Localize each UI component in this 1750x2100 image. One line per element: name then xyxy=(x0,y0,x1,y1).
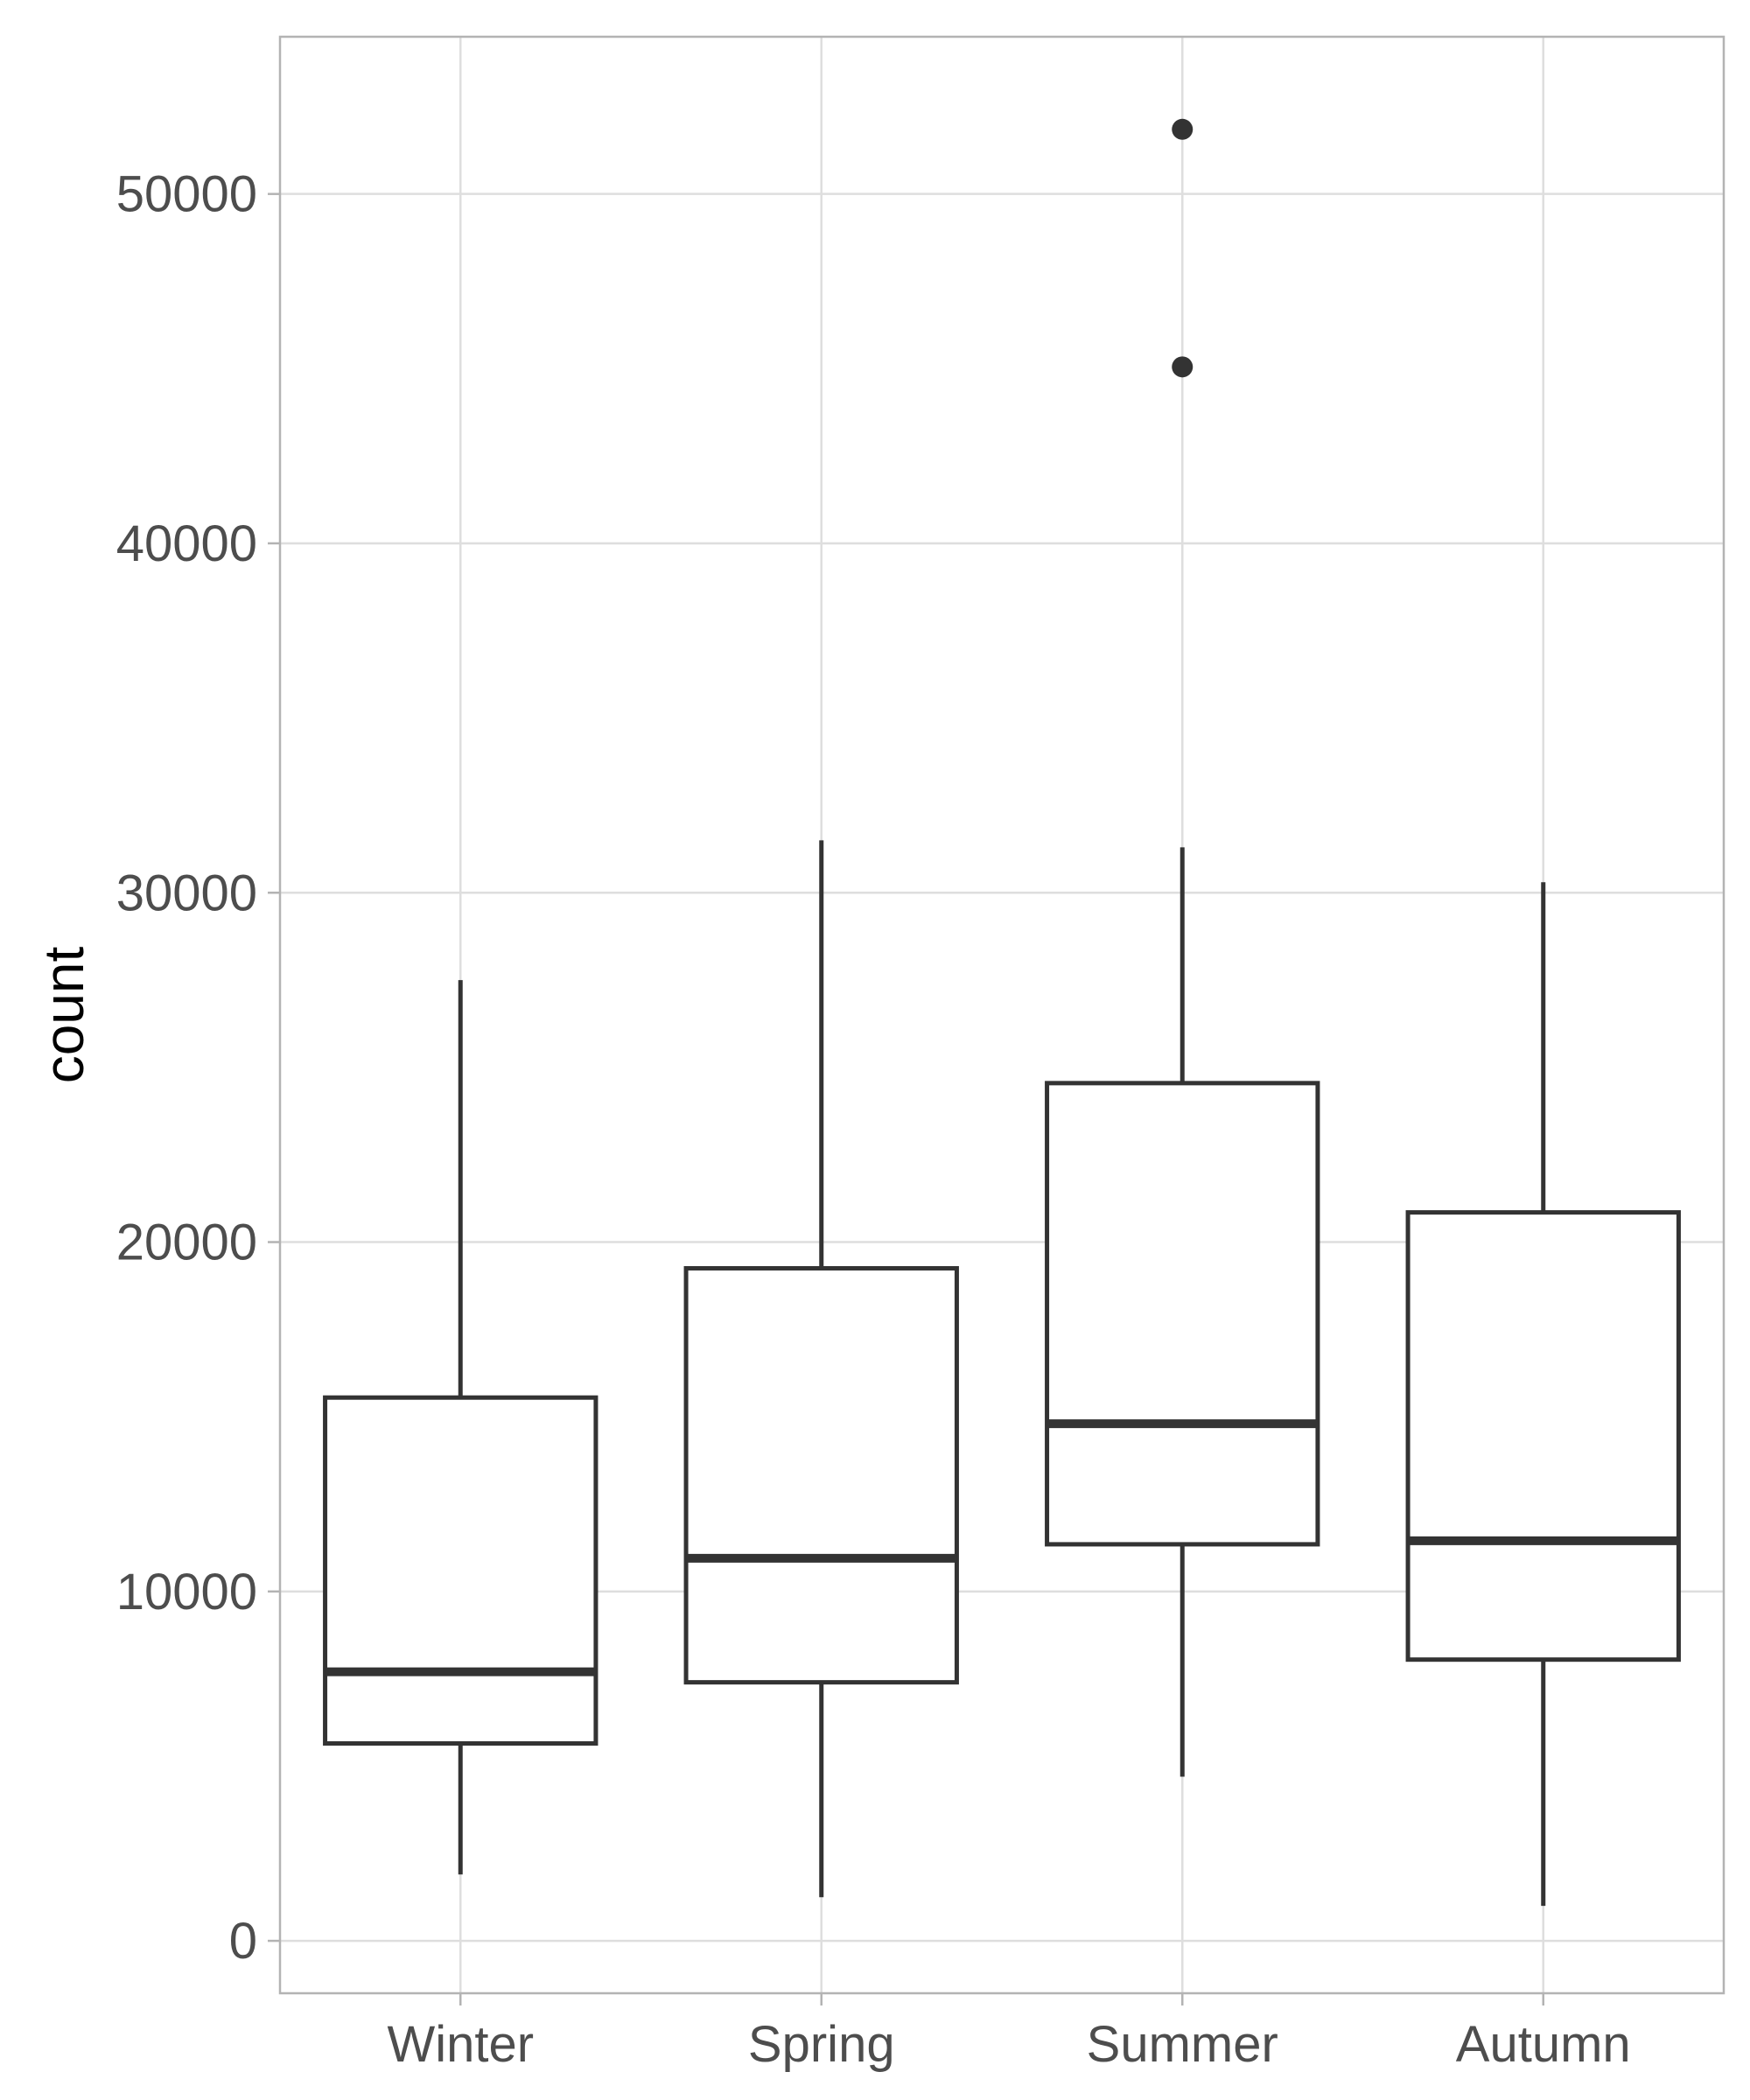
box-winter xyxy=(323,980,598,1875)
outlier-point-summer-1 xyxy=(1172,356,1194,378)
y-tick-label-40000: 40000 xyxy=(116,515,257,572)
iqr-box-spring xyxy=(683,1265,959,1685)
y-tick-label-20000: 20000 xyxy=(116,1214,257,1271)
outlier-point-summer-2 xyxy=(1172,118,1194,140)
box-summer xyxy=(1045,118,1320,1777)
x-tick-label-summer: Summer xyxy=(1087,2016,1278,2073)
iqr-box-winter xyxy=(323,1395,598,1746)
axis-layer: 0 10000 20000 30000 40000 50000 Winter Spring Su… xyxy=(116,166,1631,2073)
y-tick-label-30000: 30000 xyxy=(116,864,257,921)
box-spring xyxy=(683,840,959,1898)
y-tick-label-0: 0 xyxy=(229,1913,257,1970)
x-tick-label-autumn: Autumn xyxy=(1456,2016,1631,2073)
y-tick-label-50000: 50000 xyxy=(116,166,257,223)
box-autumn xyxy=(1405,882,1681,1907)
iqr-box-autumn xyxy=(1405,1210,1681,1662)
y-tick-label-10000: 10000 xyxy=(116,1564,257,1620)
x-tick-label-spring: Spring xyxy=(748,2016,895,2073)
x-tick-label-winter: Winter xyxy=(387,2016,534,2073)
y-axis-title: count xyxy=(32,947,95,1084)
box-layer xyxy=(323,118,1681,1907)
panel-border xyxy=(278,35,1726,1995)
iqr-box-summer xyxy=(1045,1081,1320,1547)
